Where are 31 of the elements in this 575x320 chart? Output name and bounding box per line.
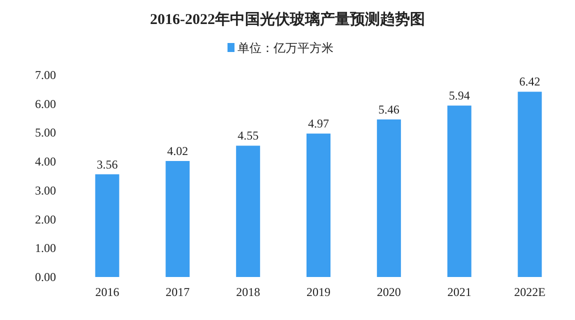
data-label: 4.02 (167, 144, 188, 158)
y-tick-label: 1.00 (35, 241, 56, 256)
bar (166, 160, 190, 277)
x-tick-label: 2017 (166, 285, 190, 299)
chart-title: 2016-2022年中国光伏玻璃产量预测趋势图 (150, 10, 425, 28)
y-tick-label: 5.00 (35, 126, 56, 140)
y-tick-label: 6.00 (35, 96, 56, 111)
bar (447, 106, 472, 277)
data-label: 5.94 (448, 88, 470, 103)
x-tick-label: 2021 (447, 285, 472, 299)
bar (95, 174, 120, 277)
bar (376, 119, 401, 277)
data-label: 6.42 (519, 74, 540, 89)
x-tick-label: 2022E (514, 285, 546, 299)
y-tick-label: 7.00 (35, 68, 56, 82)
x-tick-label: 2016 (95, 285, 120, 299)
data-label: 5.46 (378, 102, 400, 116)
data-label: 4.55 (238, 128, 259, 143)
bar (236, 146, 260, 277)
y-tick-label: 2.00 (35, 212, 56, 226)
bar (518, 92, 542, 277)
legend-label: 单位：亿万平方米 (238, 41, 334, 55)
bar (306, 134, 330, 277)
x-tick-label: 2020 (376, 285, 401, 299)
y-tick-label: 4.00 (35, 154, 56, 169)
x-tick-label: 2019 (306, 285, 330, 299)
y-tick-label: 0.00 (35, 270, 56, 284)
x-tick-label: 2018 (236, 285, 260, 299)
data-label: 3.56 (96, 157, 118, 172)
data-label: 4.97 (308, 116, 329, 131)
y-tick-label: 3.00 (35, 183, 56, 198)
